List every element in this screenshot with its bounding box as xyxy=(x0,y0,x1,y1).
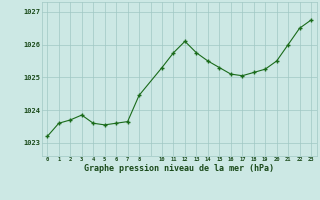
X-axis label: Graphe pression niveau de la mer (hPa): Graphe pression niveau de la mer (hPa) xyxy=(84,164,274,173)
